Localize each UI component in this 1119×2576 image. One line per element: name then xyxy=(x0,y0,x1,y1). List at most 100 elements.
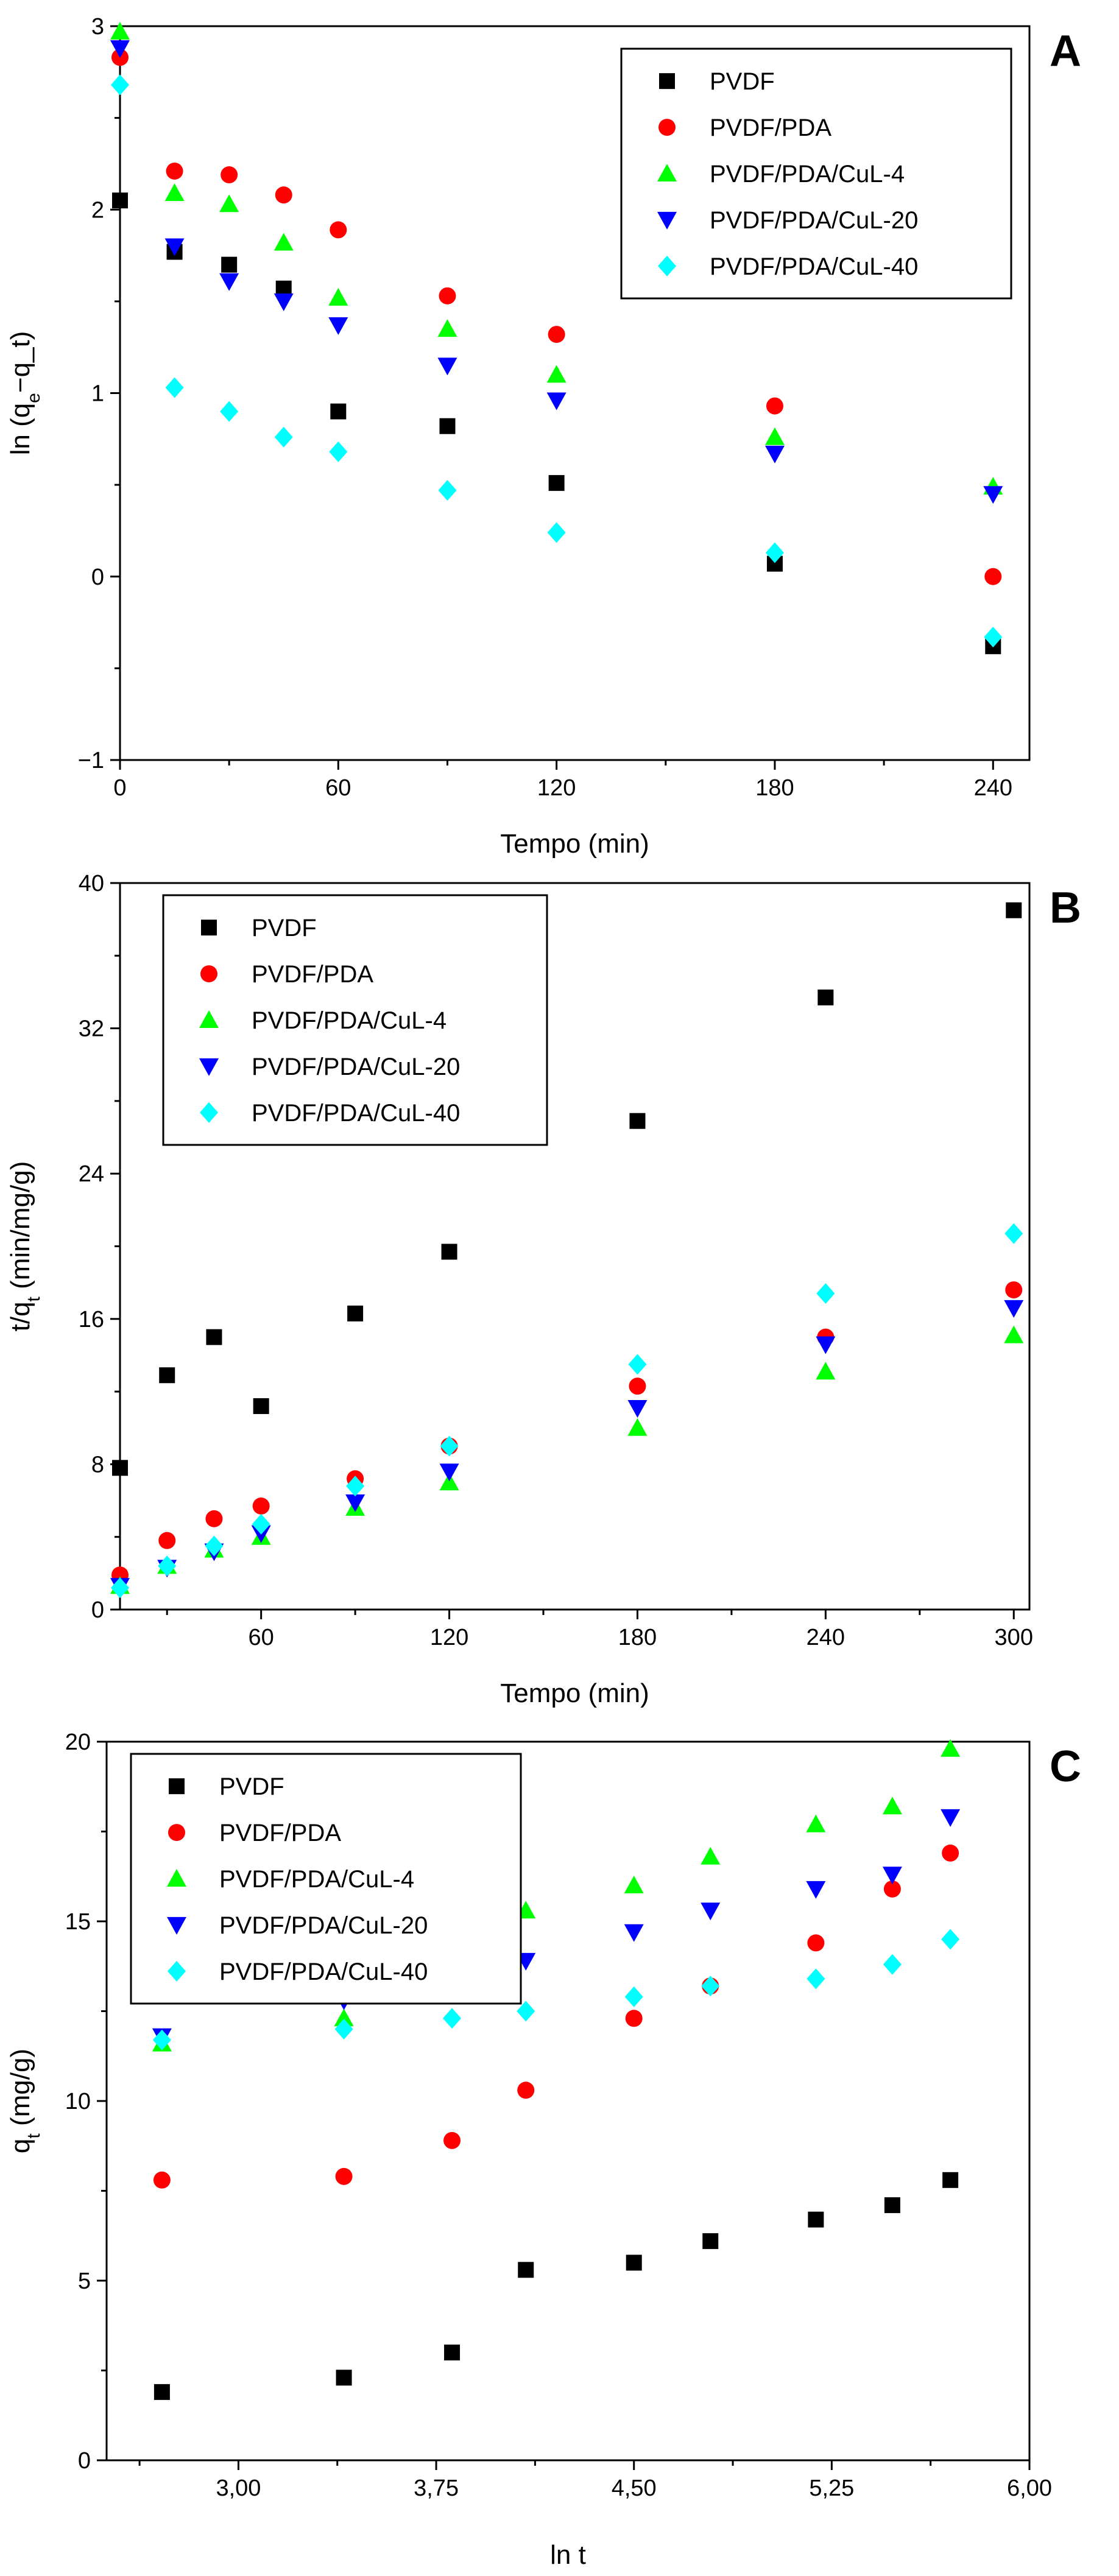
data-point xyxy=(942,1844,959,1862)
data-points xyxy=(110,22,1003,655)
legend-marker xyxy=(167,1869,186,1887)
legend-marker xyxy=(201,920,217,936)
legend-box xyxy=(130,1753,522,2005)
legend-label: PVDF xyxy=(219,1773,284,1800)
data-point xyxy=(334,2019,353,2039)
data-point xyxy=(517,2001,535,2022)
data-point xyxy=(625,2010,643,2027)
data-point xyxy=(328,287,348,306)
y-axis-title: qt (mg/g) xyxy=(5,2049,44,2153)
y-tick-label: 32 xyxy=(79,1016,104,1042)
legend-label: PVDF/PDA/CuL-40 xyxy=(219,1958,428,1985)
data-point xyxy=(807,1968,825,1990)
data-point xyxy=(274,233,294,251)
data-point xyxy=(547,522,566,543)
data-point xyxy=(164,183,185,202)
data-point xyxy=(158,1532,176,1549)
data-point xyxy=(624,1876,644,1893)
legend-label: PVDF/PDA/CuL-4 xyxy=(252,1007,447,1034)
data-point xyxy=(628,1354,647,1375)
x-tick-label: 120 xyxy=(430,1625,468,1650)
data-point xyxy=(807,1934,825,1952)
data-point xyxy=(439,287,456,304)
data-point xyxy=(626,2254,642,2271)
x-tick-label: 4,50 xyxy=(612,2476,657,2501)
data-point xyxy=(444,2345,461,2360)
data-point xyxy=(701,1846,721,1865)
data-point xyxy=(443,2008,462,2029)
x-tick-label: 300 xyxy=(995,1625,1033,1650)
legend-label: PVDF xyxy=(252,915,317,941)
data-point xyxy=(941,1809,961,1827)
data-point xyxy=(629,1113,646,1129)
legend-label: PVDF/PDA xyxy=(252,961,373,988)
legend-label: PVDF/PDA/CuL-20 xyxy=(710,207,918,234)
x-tick-label: 60 xyxy=(325,775,351,801)
data-point xyxy=(1004,1300,1024,1318)
data-point xyxy=(205,1510,223,1527)
chart-panel-C: 3,00 3,75 4,50 5,25 6,00 0 5 10 15 20 ln t qt (mg/g… xyxy=(5,1730,1081,2570)
data-point xyxy=(334,2008,354,2027)
chart-panel-A: 0 60 120 180 240 −1 0 1 2 3 Tempo (min) ln (qe−q_t)… xyxy=(5,14,1081,859)
legend-marker xyxy=(659,73,675,90)
data-point xyxy=(627,1418,648,1436)
data-point xyxy=(159,1367,175,1384)
y-tick-label: 2 xyxy=(91,197,104,223)
data-point xyxy=(219,273,239,291)
y-tick-label: 15 xyxy=(65,1909,91,1935)
data-point xyxy=(166,162,183,180)
data-point xyxy=(438,480,457,501)
data-point xyxy=(110,40,130,58)
data-point xyxy=(984,627,1003,648)
data-point xyxy=(439,1463,459,1482)
data-point xyxy=(252,1513,270,1535)
legend-label: PVDF xyxy=(710,68,775,95)
legend-label: PVDF/PDA/CuL-40 xyxy=(710,253,918,280)
data-point xyxy=(764,427,785,445)
data-point xyxy=(806,1814,826,1832)
data-point xyxy=(275,186,292,204)
data-point xyxy=(219,194,239,213)
data-point xyxy=(329,441,348,462)
data-point xyxy=(346,1476,365,1497)
legend: PVDF PVDF/PDA PVDF/PDA/CuL-4 PVDF/PDA/CuL-2… xyxy=(162,894,548,1146)
data-point xyxy=(546,392,567,410)
data-point xyxy=(112,1460,128,1476)
y-tick-label: 16 xyxy=(79,1307,104,1332)
data-point xyxy=(437,319,457,337)
x-tick-label: 0 xyxy=(113,775,126,801)
data-point xyxy=(627,1399,648,1418)
y-axis-title: ln (qe−q_t) xyxy=(5,331,44,456)
data-point xyxy=(1004,1223,1023,1244)
y-tick-label: 3 xyxy=(91,14,104,40)
y-tick-label: 0 xyxy=(78,2448,91,2474)
y-tick-label: 8 xyxy=(91,1452,104,1477)
x-tick-label: 120 xyxy=(537,775,576,801)
data-point xyxy=(882,1867,902,1885)
data-point xyxy=(347,1305,364,1321)
legend-marker xyxy=(168,1824,185,1842)
data-point xyxy=(205,1535,224,1557)
chart-panel-B: 60 120 180 240 300 0 8 16 24 32 40 Tempo (min) t/qt … xyxy=(5,871,1081,1708)
data-point xyxy=(766,397,783,415)
data-point xyxy=(439,1473,459,1491)
data-point xyxy=(548,475,565,491)
x-axis-title: ln t xyxy=(550,2540,586,2570)
data-point xyxy=(152,2029,171,2050)
data-point xyxy=(441,1244,457,1260)
data-point xyxy=(546,365,567,383)
data-point xyxy=(806,1881,826,1899)
data-point xyxy=(517,2082,535,2099)
data-point xyxy=(440,1435,459,1457)
legend: PVDF PVDF/PDA PVDF/PDA/CuL-4 PVDF/PDA/CuL-2… xyxy=(620,48,1012,300)
x-tick-label: 240 xyxy=(974,775,1012,801)
legend-marker xyxy=(167,1916,186,1935)
data-point xyxy=(816,1336,836,1354)
data-point xyxy=(153,2171,171,2189)
data-point xyxy=(816,1283,835,1304)
data-point xyxy=(816,1362,836,1380)
data-point xyxy=(221,256,238,273)
data-point xyxy=(941,1739,961,1757)
data-point xyxy=(518,2262,534,2278)
